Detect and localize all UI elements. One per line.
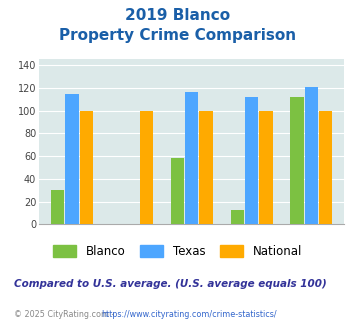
Bar — [80, 111, 93, 224]
Text: 2019 Blanco: 2019 Blanco — [125, 8, 230, 23]
Bar — [305, 87, 318, 224]
Bar — [65, 93, 78, 224]
Bar — [51, 190, 64, 224]
Bar — [171, 158, 184, 224]
Text: Compared to U.S. average. (U.S. average equals 100): Compared to U.S. average. (U.S. average … — [14, 279, 327, 289]
Bar — [290, 97, 304, 224]
Text: © 2025 CityRating.com -: © 2025 CityRating.com - — [14, 310, 117, 319]
Bar — [259, 111, 273, 224]
Text: https://www.cityrating.com/crime-statistics/: https://www.cityrating.com/crime-statist… — [101, 310, 277, 319]
Bar — [140, 111, 153, 224]
Text: Property Crime Comparison: Property Crime Comparison — [59, 28, 296, 43]
Bar — [185, 92, 198, 224]
Legend: Blanco, Texas, National: Blanco, Texas, National — [48, 240, 307, 263]
Bar — [319, 111, 332, 224]
Bar — [245, 97, 258, 224]
Bar — [231, 210, 244, 224]
Bar — [200, 111, 213, 224]
